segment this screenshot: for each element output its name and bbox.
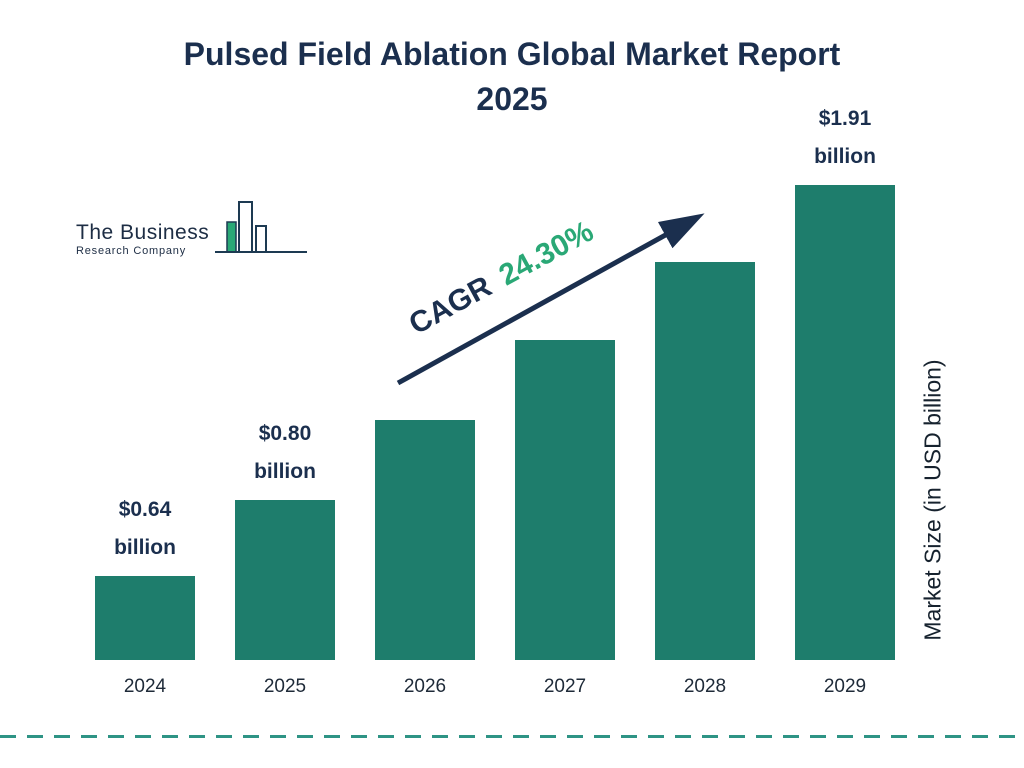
company-subtitle: Research Company [76, 245, 187, 257]
x-axis-labels: 2024 2025 2026 2027 2028 2029 [95, 676, 895, 698]
x-axis-label-2029: 2029 [823, 676, 867, 697]
company-logo-text: The Business Research Company [76, 221, 209, 265]
x-axis-label-2026: 2026 [403, 676, 447, 697]
bars-row: $0.64 billion $0.80 billion $1.91 billion [95, 100, 895, 660]
page-title: Pulsed Field Ablation Global Market Repo… [0, 32, 1024, 123]
bar-column-2028 [655, 100, 755, 660]
bar-2025 [235, 500, 335, 660]
bar-chart: $0.64 billion $0.80 billion $1.91 billion 202… [95, 100, 895, 698]
bar-2024 [95, 576, 195, 660]
page-title-line1: Pulsed Field Ablation Global Market Repo… [183, 36, 841, 72]
bar-2026 [375, 420, 475, 660]
bar-value-label-2024: $0.64 billion [114, 498, 176, 559]
x-axis-label-2027: 2027 [543, 676, 587, 697]
company-logo: The Business Research Company [76, 196, 309, 265]
bar-2027 [515, 340, 615, 660]
bottom-dashed-divider [0, 735, 1024, 738]
bar-column-2029: $1.91 billion [795, 100, 895, 660]
bar-column-2025: $0.80 billion [235, 100, 335, 660]
bar-column-2027 [515, 100, 615, 660]
bar-2028 [655, 262, 755, 660]
bar-column-2026 [375, 100, 475, 660]
bar-column-2024: $0.64 billion [95, 100, 195, 660]
x-axis-label-2025: 2025 [263, 676, 307, 697]
page-title-line2: 2025 [476, 81, 548, 118]
y-axis-title: Market Size (in USD billion) [919, 359, 946, 641]
company-name: The Business [76, 221, 210, 244]
bar-chart-logo-icon [213, 196, 309, 265]
bar-value-label-2025: $0.80 billion [254, 422, 316, 483]
x-axis-label-2028: 2028 [683, 676, 727, 697]
x-axis-label-2024: 2024 [123, 676, 167, 697]
bar-2029 [795, 185, 895, 660]
bar-value-label-2029: $1.91 billion [814, 107, 876, 168]
